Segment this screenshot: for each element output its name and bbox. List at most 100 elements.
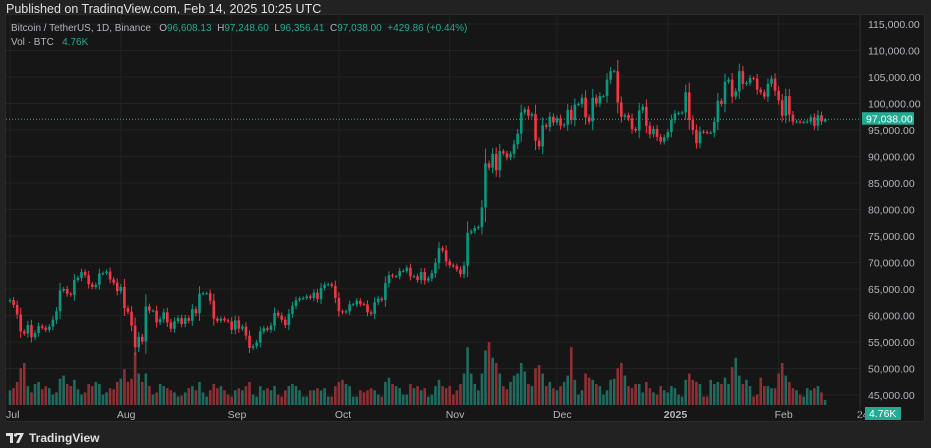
candle-body <box>58 290 62 312</box>
volume-bar <box>162 386 166 405</box>
volume-bar <box>484 350 487 405</box>
candle-body <box>519 112 523 134</box>
volume-bar <box>602 394 605 405</box>
symbol-label[interactable]: Bitcoin / TetherUS, 1D, Binance <box>11 23 151 34</box>
volume-bar <box>430 394 434 405</box>
candle-body <box>612 71 616 73</box>
candle-body <box>670 119 673 133</box>
candle-body <box>319 287 323 300</box>
candle-body <box>537 140 541 147</box>
y-tick-label: 70,000.00 <box>868 258 915 270</box>
volume-bar <box>730 367 734 405</box>
candle-body <box>566 109 569 125</box>
candle-body <box>216 318 219 321</box>
volume-bar <box>687 373 691 405</box>
brand-name: TradingView <box>29 431 100 445</box>
candle-body <box>373 302 376 314</box>
volume-bar <box>276 394 280 405</box>
candle-body <box>602 96 605 98</box>
last-volume-badge <box>865 407 901 420</box>
chart-legend: Bitcoin / TetherUS, 1D, Binance O96,608.… <box>11 22 467 50</box>
candle-body <box>401 270 405 272</box>
candle-body <box>291 305 294 314</box>
candle-body <box>527 109 530 116</box>
volume-bar <box>258 386 262 405</box>
published-caption: Published on TradingView.com, Feb 14, 20… <box>6 2 322 16</box>
candle-body <box>112 279 115 283</box>
volume-bar <box>355 396 359 405</box>
volume-bar <box>90 386 94 405</box>
volume-bar <box>805 388 809 405</box>
volume-bar <box>183 392 187 405</box>
candle-body <box>480 207 484 227</box>
candle-body <box>98 273 101 285</box>
candle-body <box>720 100 723 105</box>
candle-body <box>641 106 645 111</box>
candle-body <box>133 325 137 348</box>
tradingview-logo[interactable]: TradingView <box>6 431 99 445</box>
candle-body <box>788 96 791 115</box>
candle-body <box>126 308 130 312</box>
candle-body <box>816 115 820 126</box>
candle-body <box>137 336 140 348</box>
volume-bar <box>612 378 616 405</box>
volume-bar <box>115 381 119 405</box>
volume-bar <box>680 396 684 405</box>
candle-body <box>312 292 316 299</box>
volume-bar <box>780 363 784 405</box>
candle-body <box>62 289 65 291</box>
candle-body <box>741 71 745 84</box>
candle-body <box>634 128 637 131</box>
volume-bar <box>301 396 305 405</box>
candle-body <box>230 321 233 330</box>
candle-body <box>459 269 462 275</box>
volume-bar <box>734 357 738 405</box>
volume-bar <box>598 386 602 405</box>
volume-bar <box>226 394 230 405</box>
candle-body <box>255 342 258 347</box>
volume-bar <box>130 378 133 405</box>
volume-bar <box>523 371 527 405</box>
volume-bar <box>37 381 40 405</box>
candle-body <box>223 318 226 321</box>
candle-body <box>73 279 76 295</box>
volume-bar <box>266 388 269 405</box>
volume-bar <box>566 375 569 405</box>
volume-bar <box>469 373 473 405</box>
volume-bar <box>755 394 759 405</box>
candle-body <box>655 128 659 137</box>
volume-bar <box>191 386 194 405</box>
candle-body <box>208 293 212 301</box>
volume-bar <box>562 381 566 405</box>
candle-body <box>305 296 309 299</box>
volume-bar <box>569 347 573 405</box>
volume-bar <box>452 394 455 405</box>
candle-body <box>334 285 337 299</box>
volume-bar <box>623 375 627 405</box>
volume-bar <box>62 375 65 405</box>
candle-body <box>387 275 391 284</box>
candle-body <box>301 298 305 300</box>
y-tick-label: 85,000.00 <box>868 178 915 190</box>
candle-body <box>430 273 434 279</box>
volume-bar <box>140 381 144 405</box>
volume-label: Vol · BTC <box>11 37 54 48</box>
y-tick-label: 100,000.00 <box>868 99 921 111</box>
volume-bar <box>544 386 548 405</box>
candle-body <box>148 306 151 311</box>
volume-bar <box>652 392 655 405</box>
volume-bar <box>105 392 108 405</box>
candle-body <box>452 265 455 267</box>
volume-bar <box>630 388 634 405</box>
candle-body <box>426 278 430 281</box>
volume-bar <box>677 394 680 405</box>
volume-bar <box>194 390 198 405</box>
candle-body <box>212 300 216 319</box>
candle-body <box>555 118 559 123</box>
candle-body <box>798 121 802 123</box>
candle-body <box>94 284 98 287</box>
volume-bar <box>727 384 730 405</box>
volume-bar <box>376 394 380 405</box>
volume-bar <box>251 394 255 405</box>
